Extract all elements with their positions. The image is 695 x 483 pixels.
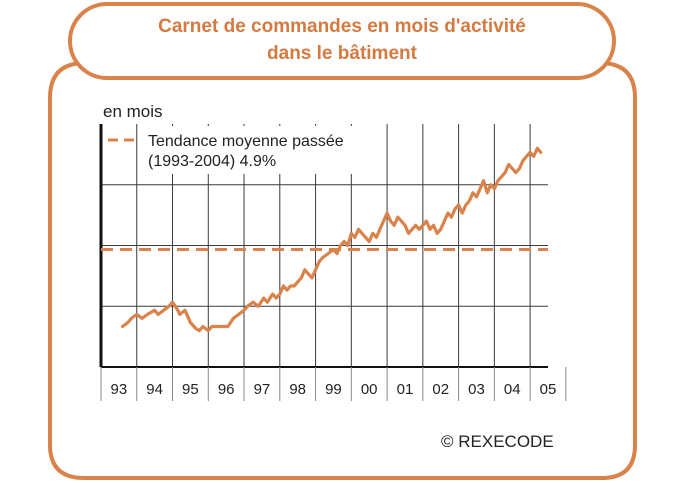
chart-title-line1: Carnet de commandes en mois d'activité: [158, 16, 526, 37]
x-tick-label: 00: [361, 381, 378, 398]
x-tick-label: 99: [325, 381, 342, 398]
x-tick-label: 95: [182, 381, 199, 398]
title-capsule: [68, 2, 616, 80]
outer-frame: [48, 61, 637, 480]
x-tick-label: 97: [254, 381, 271, 398]
legend: Tendance moyenne passée (1993-2004) 4.9%: [108, 126, 376, 174]
x-tick-label: 02: [432, 381, 449, 398]
y-axis-label: en mois: [103, 102, 163, 121]
x-tick-label: 98: [289, 381, 306, 398]
x-tick-label: 03: [468, 381, 485, 398]
x-tick-label: 96: [218, 381, 235, 398]
legend-entry-2: (1993-2004) 4.9%: [148, 153, 276, 170]
backlog-series-line: [120, 146, 543, 333]
legend-entry-1: Tendance moyenne passée: [148, 133, 344, 150]
x-tick-label: 94: [146, 381, 163, 398]
chart-title-line2: dans le bâtiment: [267, 43, 418, 64]
x-tick-labels: 93 94 95 96 97 98 99 00 01 02 03 04 05: [100, 367, 567, 401]
x-tick-label: 93: [111, 381, 128, 398]
x-tick-label: 01: [397, 381, 414, 398]
x-tick-label: 04: [504, 381, 521, 398]
copyright: © REXECODE: [441, 432, 554, 451]
x-tick-label: 05: [540, 381, 557, 398]
